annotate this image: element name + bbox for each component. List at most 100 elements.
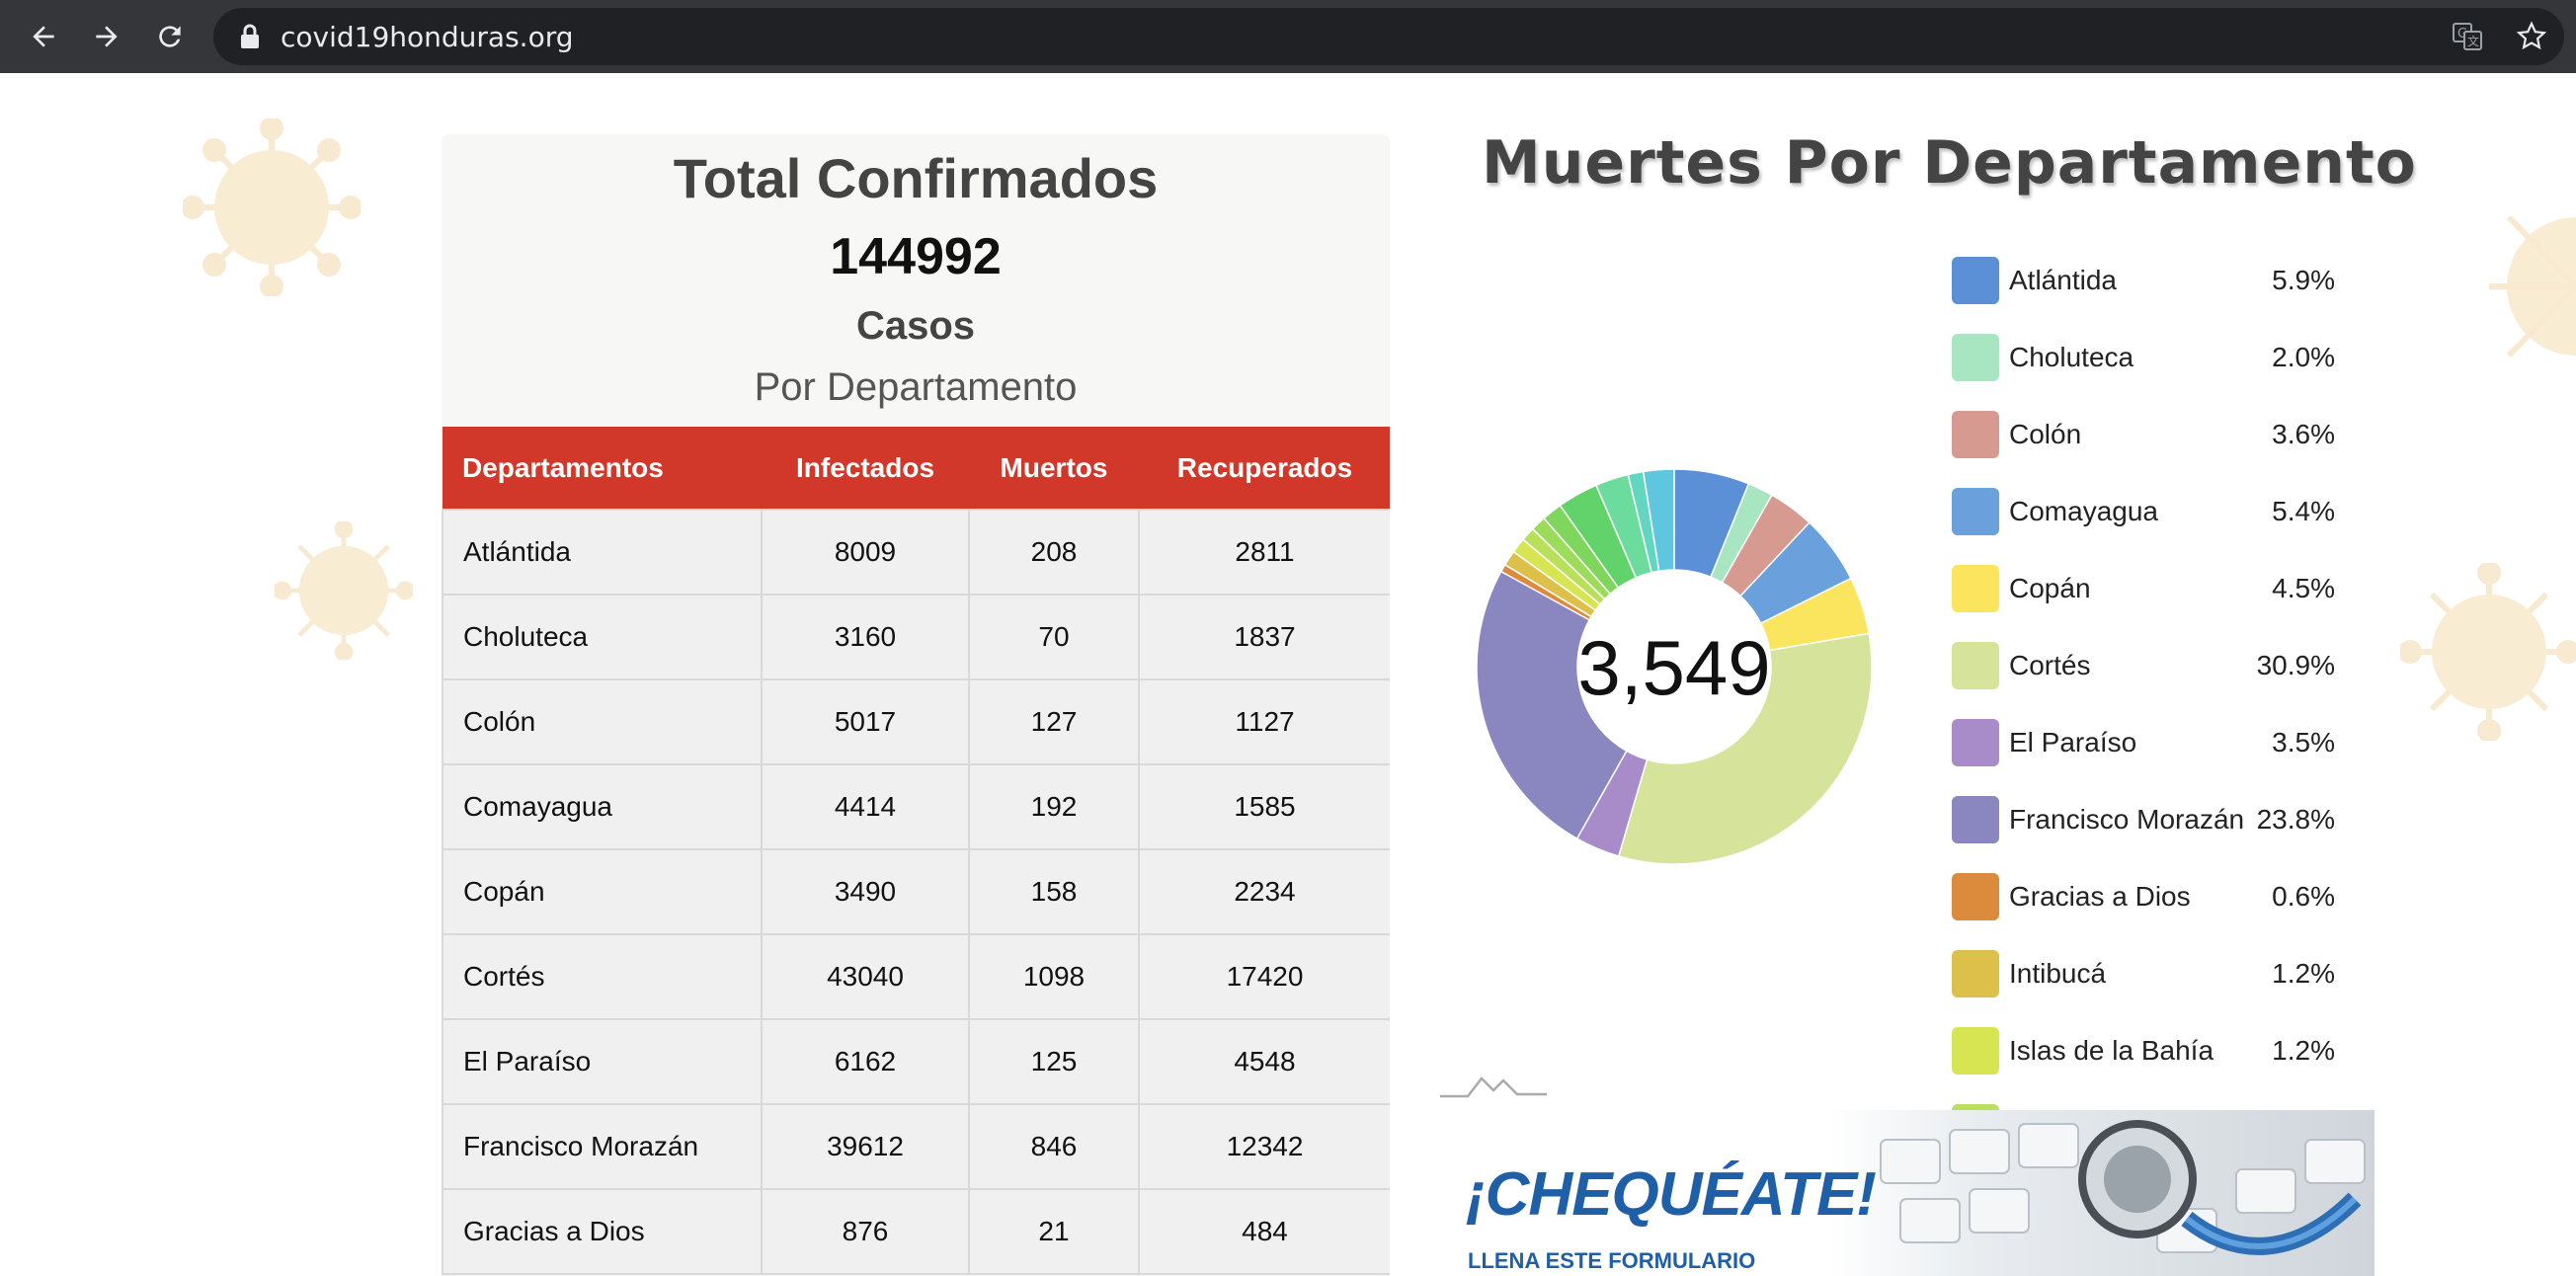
legend-swatch <box>1952 565 1999 612</box>
chart-title: Muertes Por Departamento <box>1482 128 2417 198</box>
legend-percent: 1.2% <box>2272 958 2335 989</box>
legend-label: Islas de la Bahía <box>2009 1035 2214 1066</box>
keyboard-stethoscope-icon <box>1880 1120 2366 1255</box>
cell-recovered: 4548 <box>1138 1018 1390 1105</box>
back-button[interactable] <box>20 13 67 60</box>
legend-item[interactable]: Islas de la Bahía 1.2% <box>1952 1025 2347 1077</box>
legend-percent: 5.9% <box>2272 265 2335 295</box>
header-recuperados: Recuperados <box>1139 427 1390 510</box>
table-row: Francisco Morazán 39612 846 12342 <box>442 1103 1390 1190</box>
legend-percent: 4.5% <box>2272 573 2335 603</box>
cell-department: Cortés <box>442 933 763 1020</box>
chart-legend: Atlántida 5.9% Choluteca 2.0% Colón 3.6% Comay… <box>1952 255 2347 1114</box>
table-row: Cortés 43040 1098 17420 <box>442 933 1390 1020</box>
legend-label: El Paraíso <box>2009 727 2137 758</box>
cell-department: Francisco Morazán <box>442 1103 763 1190</box>
reload-button[interactable] <box>146 13 194 60</box>
legend-swatch <box>1952 488 1999 535</box>
reload-icon <box>159 26 181 47</box>
by-department-label: Por Departamento <box>754 365 1078 409</box>
svg-text:文: 文 <box>2467 34 2479 48</box>
cell-recovered: 2811 <box>1138 509 1390 596</box>
table-row: Choluteca 3160 70 1837 <box>442 594 1390 680</box>
legend-label: Copán <box>2009 573 2091 603</box>
cell-department: Copán <box>442 848 763 935</box>
cell-infected: 39612 <box>761 1103 970 1190</box>
cell-infected: 3160 <box>761 594 970 680</box>
cell-department: Choluteca <box>442 594 763 680</box>
legend-item[interactable]: Comayagua 5.4% <box>1952 486 2347 537</box>
legend-percent: 5.4% <box>2272 496 2335 526</box>
legend-item <box>1952 1102 2347 1114</box>
legend-item[interactable]: Copán 4.5% <box>1952 563 2347 614</box>
legend-swatch <box>1952 950 1999 997</box>
total-confirmed-title: Total Confirmados <box>673 147 1159 209</box>
legend-item[interactable]: Atlántida 5.9% <box>1952 255 2347 306</box>
cell-recovered: 1837 <box>1138 594 1390 680</box>
virus-decoration-icon <box>275 521 413 660</box>
donut-slice[interactable] <box>1642 468 1675 573</box>
cell-recovered: 2234 <box>1138 848 1390 935</box>
virus-decoration-icon <box>183 119 361 296</box>
legend-item[interactable]: Colón 3.6% <box>1952 409 2347 460</box>
checkup-banner[interactable]: ¡CHEQUÉATE! LLENA ESTE FORMULARIO <box>1436 1110 2375 1276</box>
legend-percent: 3.6% <box>2272 419 2335 449</box>
forward-button[interactable] <box>83 13 130 60</box>
header-infectados: Infectados <box>762 427 969 510</box>
cases-label: Casos <box>855 304 976 348</box>
legend-percent: 1.2% <box>2272 1035 2335 1066</box>
legend-item[interactable]: El Paraíso 3.5% <box>1952 717 2347 768</box>
virus-decoration-icon <box>2400 563 2576 741</box>
cell-infected: 876 <box>761 1188 970 1275</box>
table-row: El Paraíso 6162 125 4548 <box>442 1018 1390 1105</box>
cell-infected: 6162 <box>761 1018 970 1105</box>
legend-item[interactable]: Cortés 30.9% <box>1952 640 2347 691</box>
legend-label: Cortés <box>2009 650 2091 680</box>
virus-decoration-icon <box>2489 214 2576 359</box>
donut-slice[interactable] <box>1617 632 1873 865</box>
banner-title: ¡CHEQUÉATE! <box>1466 1160 1877 1229</box>
mountain-logo-icon <box>1440 1077 1547 1098</box>
cell-deaths: 158 <box>968 848 1140 935</box>
legend-item[interactable]: Choluteca 2.0% <box>1952 332 2347 383</box>
legend-percent: 0.6% <box>2272 881 2335 912</box>
cell-recovered: 1585 <box>1138 763 1390 850</box>
legend-label: Francisco Morazán <box>2009 804 2245 835</box>
url-text: covid19honduras.org <box>281 21 574 53</box>
legend-label: Comayagua <box>2009 496 2158 526</box>
legend-item[interactable]: Francisco Morazán 23.8% <box>1952 794 2347 845</box>
cell-deaths: 125 <box>968 1018 1140 1105</box>
legend-swatch <box>1952 719 1999 766</box>
cell-department: Gracias a Dios <box>442 1188 763 1275</box>
donut-center-total: 3,549 <box>1577 624 1770 711</box>
table-row: Copán 3490 158 2234 <box>442 848 1390 935</box>
legend-swatch <box>1952 796 1999 843</box>
legend-percent: 2.0% <box>2272 342 2335 372</box>
legend-label: Gracias a Dios <box>2009 881 2191 912</box>
donut-slice[interactable] <box>1476 570 1628 840</box>
cell-deaths: 208 <box>968 509 1140 596</box>
cell-department: Colón <box>442 678 763 765</box>
translate-icon[interactable]: G 文 <box>2451 20 2484 53</box>
cell-infected: 43040 <box>761 933 970 1020</box>
banner-subtitle: LLENA ESTE FORMULARIO <box>1468 1248 1756 1273</box>
cell-deaths: 70 <box>968 594 1140 680</box>
cell-department: El Paraíso <box>442 1018 763 1105</box>
legend-item[interactable]: Intibucá 1.2% <box>1952 948 2347 999</box>
legend-item[interactable]: Gracias a Dios 0.6% <box>1952 871 2347 922</box>
legend-label: Choluteca <box>2009 342 2134 372</box>
cell-deaths: 127 <box>968 678 1140 765</box>
legend-percent: 3.5% <box>2272 727 2335 758</box>
star-icon[interactable] <box>2515 20 2548 53</box>
arrow-left-icon <box>33 26 54 47</box>
legend-label: Atlántida <box>2009 265 2117 295</box>
cell-infected: 3490 <box>761 848 970 935</box>
total-confirmed-count: 144992 <box>830 228 1002 285</box>
header-departamentos: Departamentos <box>443 427 762 510</box>
table-row: Colón 5017 127 1127 <box>442 678 1390 765</box>
legend-swatch <box>1952 1027 1999 1075</box>
address-bar[interactable]: covid19honduras.org G 文 <box>213 8 2564 65</box>
table-row: Comayagua 4414 192 1585 <box>442 763 1390 850</box>
legend-swatch <box>1952 642 1999 689</box>
cell-recovered: 484 <box>1138 1188 1390 1275</box>
